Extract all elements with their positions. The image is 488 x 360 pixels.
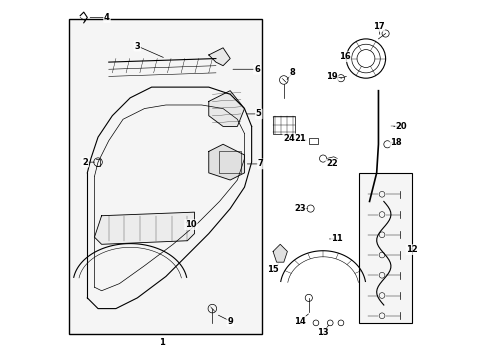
Text: 22: 22 — [325, 159, 337, 168]
Text: 11: 11 — [331, 234, 343, 243]
Text: 23: 23 — [293, 204, 305, 213]
Text: 13: 13 — [317, 328, 328, 337]
Text: 9: 9 — [227, 316, 233, 325]
Polygon shape — [272, 244, 287, 262]
Text: 20: 20 — [395, 122, 407, 131]
Text: 18: 18 — [390, 138, 401, 147]
Text: 3: 3 — [134, 41, 140, 50]
Polygon shape — [208, 144, 244, 180]
Text: 8: 8 — [289, 68, 295, 77]
Text: 7: 7 — [257, 159, 263, 168]
Text: 1: 1 — [159, 338, 165, 347]
Bar — [308, 138, 317, 144]
Text: 12: 12 — [406, 245, 417, 254]
Text: 2: 2 — [82, 158, 88, 167]
Polygon shape — [208, 91, 244, 126]
Text: 19: 19 — [325, 72, 337, 81]
Polygon shape — [94, 212, 194, 244]
Text: 6: 6 — [254, 65, 260, 74]
Text: 14: 14 — [293, 316, 305, 325]
Bar — [272, 116, 294, 134]
Text: 21: 21 — [293, 134, 305, 143]
Bar — [219, 152, 241, 173]
FancyBboxPatch shape — [69, 19, 262, 334]
Text: 4: 4 — [104, 13, 110, 22]
FancyBboxPatch shape — [358, 173, 411, 323]
Polygon shape — [208, 48, 230, 66]
Text: 15: 15 — [266, 265, 278, 274]
Text: 24: 24 — [283, 134, 294, 143]
Text: 16: 16 — [338, 52, 350, 61]
Text: 5: 5 — [255, 109, 261, 118]
Text: 17: 17 — [372, 22, 384, 31]
Text: 10: 10 — [185, 220, 196, 229]
